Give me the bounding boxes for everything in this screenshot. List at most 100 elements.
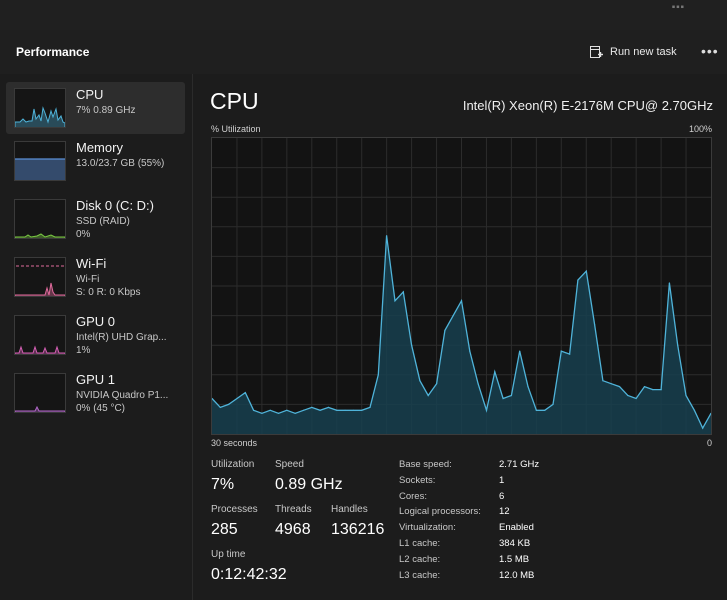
cpu-data-point [361,409,363,411]
sidebar-item-detail: Intel(R) UHD Grap... [76,332,167,343]
cpu-data-point [560,350,562,352]
main-title: CPU [210,88,259,114]
cpu-chart [211,138,712,434]
cpu-data-point [452,315,454,317]
cpu-data-point [527,386,529,388]
processes-label: Processes [211,504,258,515]
cpu-utilization-graph [211,137,712,435]
spec-value: Enabled [499,522,534,533]
cpu-data-point [460,300,463,302]
sidebar-item-detail: 13.0/23.7 GB (55%) [76,158,165,169]
cpu-utilization-area [212,235,711,434]
spec-value: 384 KB [499,538,531,549]
spec-label: Virtualization: [399,522,456,533]
sidebar-item-gpu-0[interactable]: GPU 0 Intel(R) UHD Grap... 1% [6,309,185,361]
sidebar-item-label: GPU 1 [76,372,116,387]
cpu-data-point [469,350,471,352]
cpu-data-point [427,394,429,397]
run-task-icon [590,45,603,58]
graph-time-label: 30 seconds [211,438,258,448]
cpu-data-point [477,383,479,385]
window-titlebar: ▪ ▪ ▪ [0,0,727,30]
cpu-data-point [302,409,305,411]
utilization-value: 7% [211,476,235,493]
cpu-data-point [552,403,554,405]
cpu-model: Intel(R) Xeon(R) E-2176M CPU@ 2.70GHz [462,98,713,113]
speed-label: Speed [275,459,304,470]
sidebar-divider [192,74,193,600]
cpu-data-point [269,409,271,411]
cpu-graph-icon [14,88,66,128]
spec-label: L2 cache: [399,554,441,565]
cpu-data-point [344,409,346,411]
sidebar-item-detail: 7% 0.89 GHz [76,105,136,116]
wifi-graph-icon [14,257,66,297]
cpu-data-point [610,383,612,385]
sidebar: CPU 7% 0.89 GHz Memory 13.0/23.7 GB (55%… [0,74,192,600]
cpu-data-point [219,406,221,408]
utilization-label: Utilization [211,459,255,470]
cpu-data-point [643,386,646,388]
cpu-data-point [693,409,695,411]
run-task-label: Run new task [610,46,677,58]
cpu-data-point [277,412,280,414]
cpu-data-point [236,397,238,400]
sidebar-item-detail: NVIDIA Quadro P1... [76,390,169,401]
graph-label: % Utilization [211,124,261,134]
cpu-data-point [244,392,246,394]
cpu-data-point [228,403,230,405]
cpu-data-point [286,409,288,411]
cpu-data-point [510,394,512,397]
page-title: Performance [16,45,90,59]
cpu-data-point [327,406,329,408]
uptime-label: Up time [211,549,246,560]
handles-value: 136216 [331,521,385,538]
cpu-data-point [635,397,637,400]
spec-value: 1.5 MB [499,554,530,565]
sidebar-item-disk-0[interactable]: Disk 0 (C: D:) SSD (RAID) 0% [6,193,185,245]
sidebar-item-detail-2: 0% [76,229,91,240]
cpu-data-point [377,374,379,376]
cpu-data-point [652,389,654,391]
cpu-data-point [668,282,670,284]
spec-label: L1 cache: [399,538,441,549]
cpu-data-point [685,394,687,397]
top-bar: Performance Run new task ••• [0,30,727,74]
threads-value: 4968 [275,521,311,538]
run-new-task-button[interactable]: Run new task [590,43,677,61]
spec-label: Cores: [399,491,427,502]
cpu-data-point [677,344,679,346]
cpu-data-point [394,300,396,302]
sidebar-item-label: CPU [76,87,104,102]
sidebar-item-detail: Wi-Fi [76,274,100,285]
sidebar-item-detail-2: 0% (45 °C) [76,403,126,414]
sidebar-item-gpu-1[interactable]: GPU 1 NVIDIA Quadro P1... 0% (45 °C) [6,367,185,419]
handles-label: Handles [331,504,368,515]
sidebar-item-wifi[interactable]: Wi-Fi Wi-Fi S: 0 R: 0 Kbps [6,251,185,303]
cpu-data-point [253,409,255,411]
cpu-data-point [411,344,413,346]
cpu-data-point [402,291,404,293]
cpu-data-point [261,412,263,414]
cpu-data-point [585,270,587,272]
cpu-data-point [660,389,662,391]
sidebar-item-memory[interactable]: Memory 13.0/23.7 GB (55%) [6,135,185,187]
cpu-data-point [627,394,629,397]
cpu-data-point [419,380,421,382]
sidebar-item-detail: SSD (RAID) [76,216,130,227]
cpu-data-point [602,380,604,382]
cpu-data-point [311,406,313,408]
spec-label: Sockets: [399,475,436,486]
cpu-data-point [618,386,621,388]
uptime-value: 0:12:42:32 [211,566,287,583]
graph-min: 0 [706,438,712,448]
spec-value: 12.0 MB [499,570,535,581]
spec-value: 1 [499,475,505,486]
cpu-data-point [436,383,438,385]
sidebar-item-cpu[interactable]: CPU 7% 0.89 GHz [6,82,185,134]
cpu-data-point [444,329,446,331]
cpu-data-point [569,353,571,355]
more-options-button[interactable]: ••• [701,43,719,59]
threads-label: Threads [275,504,312,515]
sidebar-item-label: Disk 0 (C: D:) [76,198,154,213]
